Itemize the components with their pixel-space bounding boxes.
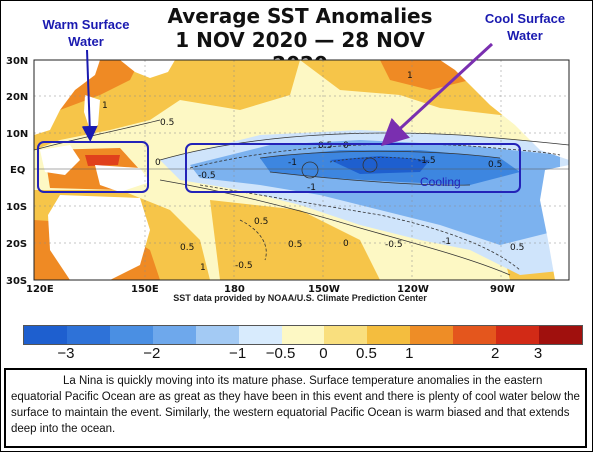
color-scale-tick-label: 0.5 [355,345,377,362]
color-scale-tick-label: 3 [533,345,543,362]
color-scale-tick-label: 2 [490,345,500,362]
color-scale-segment [109,326,153,344]
warm-region-south-central [210,200,380,280]
cooling-highlight-box [185,143,521,193]
map-border [33,59,570,281]
contour-label: 0 [343,141,349,151]
contour-label: -0.5 [198,171,216,181]
lon-label: 150E [131,284,159,295]
color-scale-segment [453,326,497,344]
contour-label: -1 [307,183,316,193]
sst-field: 1 1 0.5 0 0.5 0 -0.5 -1 -1 -1.5 0.5 0.5 … [34,60,569,280]
contour-label: 1 [407,71,413,81]
warm-surface-water-annotation: Warm Surface Water [42,17,130,49]
color-scale-segment [238,326,282,344]
cool-surface-water-annotation: Cool Surface Water [484,11,566,43]
cool-region-strongest [330,156,430,174]
color-scale-tick-label: −2 [143,345,161,362]
contour-label: 1 [200,263,206,273]
contour-value-labels: 1 1 0.5 0 0.5 0 -0.5 -1 -1 -1.5 0.5 0.5 … [102,71,524,273]
lat-label: 20N [6,92,28,103]
land-central-america [440,60,569,160]
color-scale-segment [152,326,196,344]
land-south-america [540,165,569,280]
color-scale-segment [496,326,540,344]
contour-label: 0.5 [160,118,174,128]
longitude-labels: 120E 150E 180 150W 120W 90W [26,284,515,295]
color-scale-segment [195,326,239,344]
color-scale-segment [24,326,67,344]
warm-water-arrow [81,49,98,142]
lat-label: 20S [6,239,27,250]
lat-label: 10N [6,129,28,140]
color-scale-segment [539,326,582,344]
lon-label: 180 [224,284,245,295]
cool-water-arrow [380,42,494,147]
title-line-1: Average SST Anomalies [167,4,433,28]
color-scale-tick-label: −1 [229,345,247,362]
contour-label: -0.5 [235,261,253,271]
contour-label: 0 [343,239,349,249]
lat-label: 30N [6,56,28,67]
contour-label: 0.5 [488,160,502,170]
contour-label: 0 [155,158,161,168]
contour-label: 0.5 [180,243,194,253]
color-scale-tick-label: 0 [319,345,328,362]
land-australia [48,195,150,280]
color-scale-bar [23,325,583,345]
color-scale-segment [410,326,454,344]
contour-label: -1 [288,158,297,168]
warm-water-highlight-box [37,141,149,193]
land-new-guinea [95,165,150,192]
lon-label: 120W [397,284,429,295]
color-scale-segment [367,326,411,344]
warm-pool-core [85,155,120,166]
contour-label: -1.5 [418,156,436,166]
contour-label: 0.5 [288,240,302,250]
description-text: La Nina is quickly moving into its matur… [11,375,580,435]
lon-label: 120E [26,284,54,295]
color-scale-labels: −3 −2 −1 −0.5 0 0.5 1 2 3 [23,345,581,365]
color-scale-tick-label: −0.5 [265,345,296,362]
lon-label: 150W [308,284,340,295]
contour-label: -1 [442,237,451,247]
lat-label: 30S [6,276,27,287]
latitude-labels: 30N 20N 10N EQ 10S 20S 30S [6,56,28,287]
color-scale-tick-label: 1 [405,345,414,362]
cooling-label: Cooling [420,175,461,189]
lat-label: EQ [10,165,25,176]
color-scale-segment [324,326,368,344]
contour-label: 0.5 [254,217,268,227]
color-scale-segment [66,326,110,344]
contour-label: 0.5 [318,141,332,151]
lon-label: 90W [490,284,515,295]
description-box: La Nina is quickly moving into its matur… [4,368,587,448]
contour-label: 1 [102,101,108,111]
contour-label: 0.5 [510,243,524,253]
graticule [34,60,569,280]
land-borneo [40,145,80,175]
color-scale-segment [281,326,325,344]
land-asia [34,60,100,135]
contour-label: -0.5 [385,240,403,250]
data-credit: SST data provided by NOAA/U.S. Climate P… [173,293,427,303]
land-japan [120,60,175,78]
lat-label: 10S [6,202,27,213]
color-scale-tick-label: −3 [57,345,75,362]
